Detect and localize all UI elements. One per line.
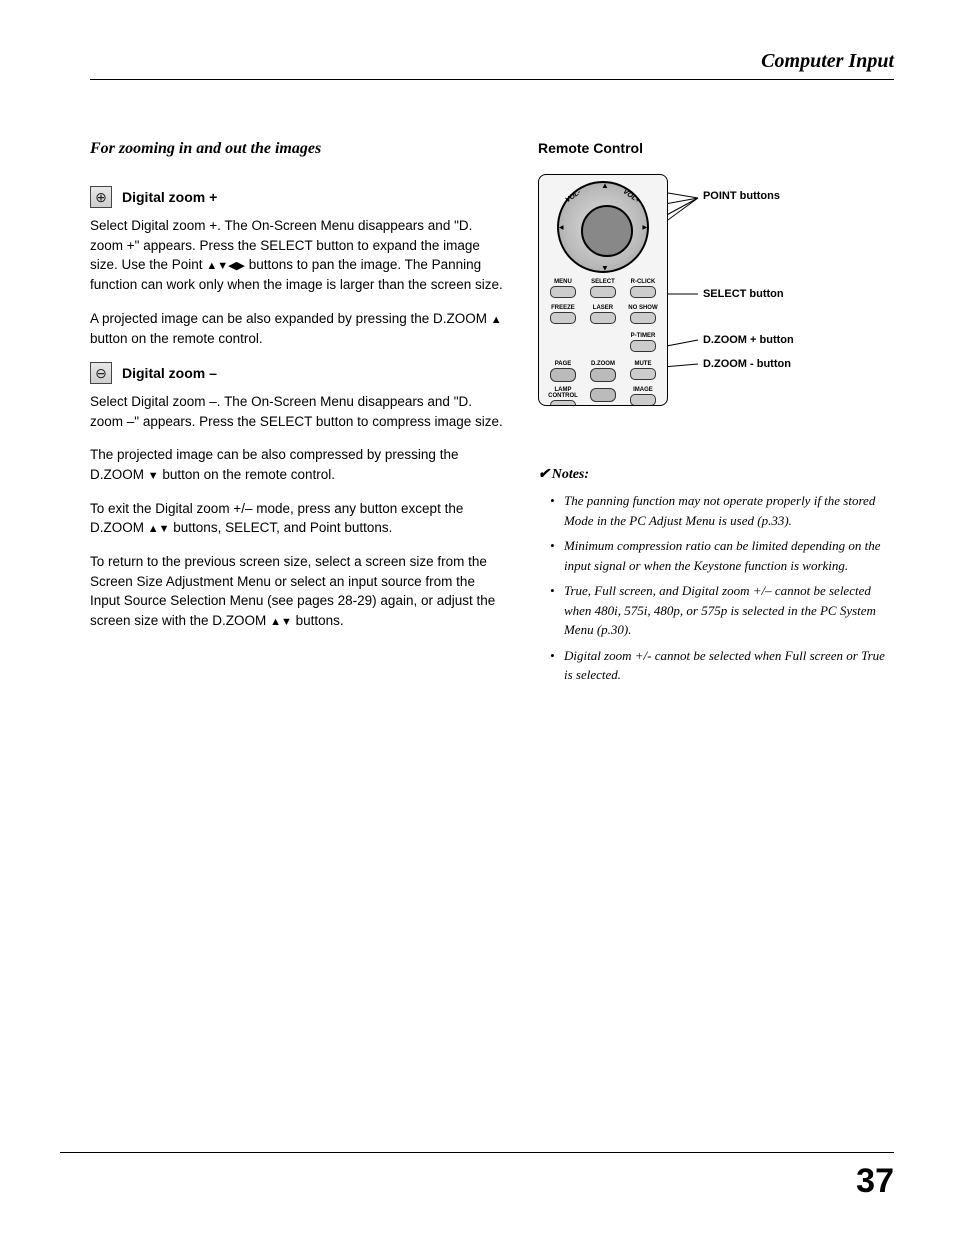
- zoom-minus-para2: The projected image can be also compress…: [90, 445, 508, 485]
- note-item: The panning function may not operate pro…: [556, 491, 894, 530]
- callout-select: SELECT button: [703, 288, 784, 300]
- dzoom-label: D.ZOOM: [591, 361, 615, 367]
- exit-para: To exit the Digital zoom +/– mode, press…: [90, 499, 508, 539]
- lamp-label: LAMP CONTROL: [544, 387, 582, 399]
- zoom-minus-icon: ⊖: [90, 362, 112, 384]
- rclick-label: R-CLICK: [631, 279, 656, 285]
- menu-button: [550, 286, 576, 298]
- point-ring: ▲ ▲ ▲ ▲ VOL- VOL+: [557, 181, 649, 273]
- laser-label: LASER: [593, 305, 613, 311]
- select-button: [590, 286, 616, 298]
- note-item: Minimum compression ratio can be limited…: [556, 536, 894, 575]
- down-arrow-icon: ▼: [148, 469, 159, 485]
- page-number: 37: [856, 1162, 894, 1201]
- notes-label: Notes:: [552, 467, 589, 482]
- mute-label: MUTE: [634, 361, 651, 367]
- callout-dzoom-plus: D.ZOOM + button: [703, 334, 794, 346]
- rclick-button: [630, 286, 656, 298]
- image-label: IMAGE: [633, 387, 653, 393]
- return-para: To return to the previous screen size, s…: [90, 552, 508, 631]
- updown-arrow-icon: ▲▼: [270, 615, 292, 631]
- noshow-button: [630, 312, 656, 324]
- notes-title: ✔Notes:: [538, 466, 894, 483]
- arrow-icons: ▲▼◀▶: [206, 259, 245, 275]
- page-up-button: [550, 368, 576, 382]
- image-button: [630, 394, 656, 406]
- freeze-button: [550, 312, 576, 324]
- zoom-plus-para1: Select Digital zoom +. The On-Screen Men…: [90, 216, 508, 295]
- text: buttons.: [292, 613, 344, 628]
- select-label: SELECT: [591, 279, 615, 285]
- notes-list: The panning function may not operate pro…: [538, 491, 894, 685]
- text: buttons, SELECT, and Point buttons.: [170, 520, 393, 535]
- ptimer-button: [630, 340, 656, 352]
- mute-button: [630, 368, 656, 380]
- zoom-minus-label: Digital zoom –: [122, 365, 217, 381]
- text: A projected image can be also expanded b…: [90, 311, 491, 326]
- zoom-plus-label: Digital zoom +: [122, 189, 217, 205]
- menu-label: MENU: [554, 279, 572, 285]
- freeze-label: FREEZE: [551, 305, 575, 311]
- updown-arrow-icon: ▲▼: [148, 522, 170, 538]
- text: button on the remote control.: [90, 331, 263, 346]
- right-column: Remote Control ▲ ▲: [538, 140, 894, 691]
- text: button on the remote control.: [159, 467, 335, 482]
- vol-plus-label: VOL+: [622, 188, 641, 204]
- zoom-plus-icon: ⊕: [90, 186, 112, 208]
- remote-diagram: ▲ ▲ ▲ ▲ VOL- VOL+ MENU SELECT R-CLICK: [538, 166, 894, 426]
- bottom-rule: [60, 1152, 894, 1153]
- callout-point: POINT buttons: [703, 190, 780, 202]
- note-item: Digital zoom +/- cannot be selected when…: [556, 646, 894, 685]
- left-icon: ▲: [556, 224, 565, 232]
- check-icon: ✔: [538, 467, 550, 482]
- laser-button: [590, 312, 616, 324]
- vol-minus-label: VOL-: [564, 189, 582, 204]
- page-header: Computer Input: [90, 50, 894, 73]
- down-icon: ▲: [601, 264, 609, 273]
- dzoom-down-button: [590, 388, 616, 402]
- zoom-minus-para1: Select Digital zoom –. The On-Screen Men…: [90, 392, 508, 431]
- lamp-button: [550, 400, 576, 406]
- remote-control-title: Remote Control: [538, 140, 894, 156]
- section-title: For zooming in and out the images: [90, 140, 508, 158]
- noshow-label: NO SHOW: [628, 305, 657, 311]
- up-icon: ▲: [601, 181, 609, 190]
- right-icon: ▲: [641, 224, 650, 232]
- up-arrow-icon: ▲: [491, 313, 502, 329]
- zoom-plus-para2: A projected image can be also expanded b…: [90, 309, 508, 349]
- page-label: PAGE: [555, 361, 572, 367]
- ptimer-label: P-TIMER: [631, 333, 656, 339]
- note-item: True, Full screen, and Digital zoom +/– …: [556, 581, 894, 640]
- callout-dzoom-minus: D.ZOOM - button: [703, 358, 791, 370]
- left-column: For zooming in and out the images ⊕ Digi…: [90, 140, 508, 691]
- dzoom-up-button: [590, 368, 616, 382]
- remote-control-illustration: ▲ ▲ ▲ ▲ VOL- VOL+ MENU SELECT R-CLICK: [538, 174, 668, 406]
